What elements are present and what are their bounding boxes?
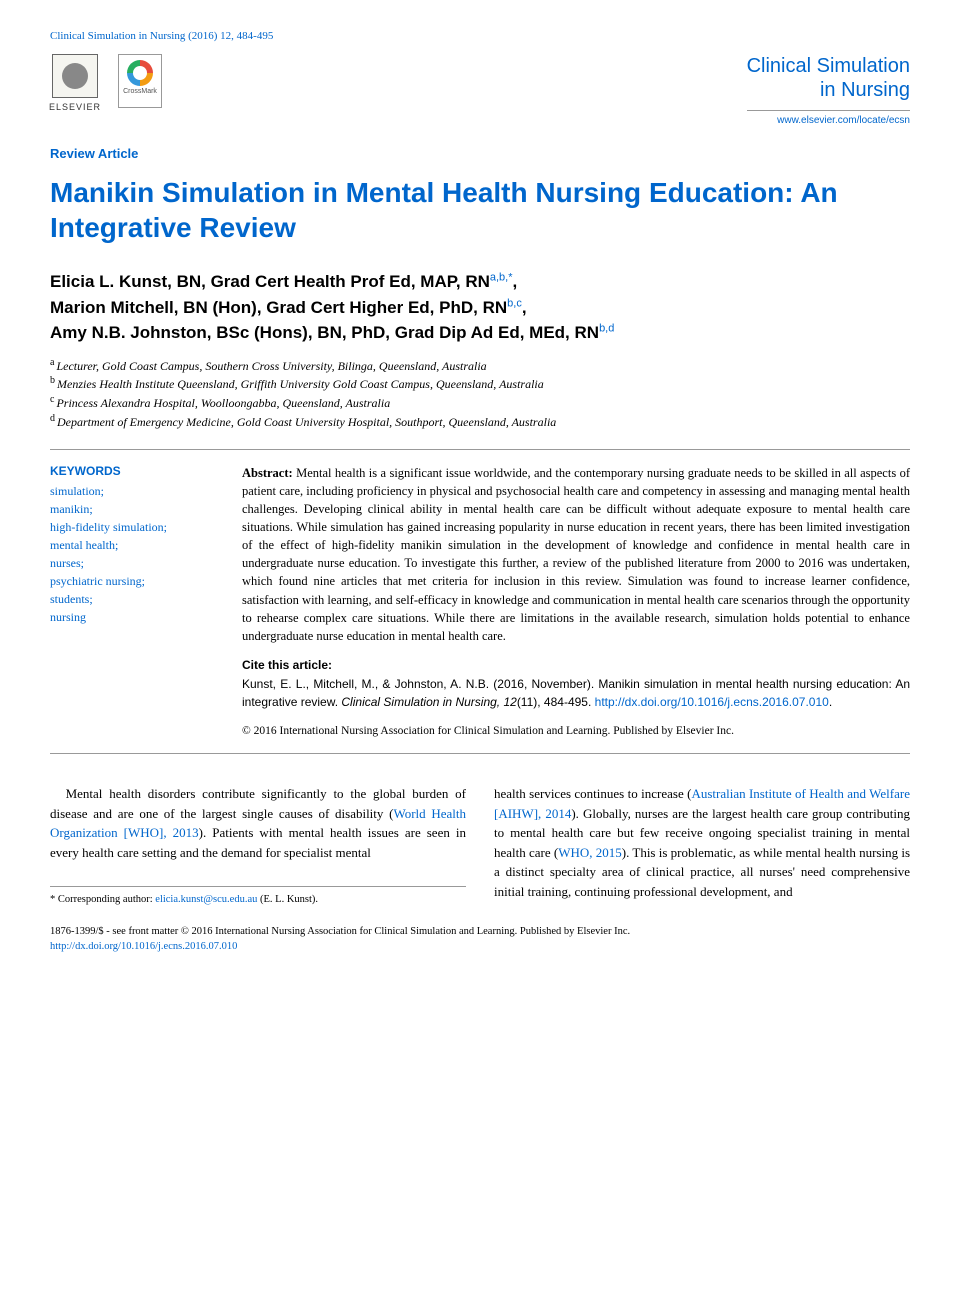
footnote-name: (E. L. Kunst). <box>257 894 318 905</box>
author-3-sup: b,d <box>599 322 614 334</box>
abstract-copyright: © 2016 International Nursing Association… <box>242 723 910 739</box>
article-title: Manikin Simulation in Mental Health Nurs… <box>50 175 910 245</box>
author-1-sup: a,b,* <box>490 271 513 283</box>
keywords-list: simulation; manikin; high-fidelity simul… <box>50 482 220 626</box>
header-row: ELSEVIER CrossMark Clinical Simulation i… <box>50 54 910 126</box>
crossmark-badge[interactable]: CrossMark <box>118 54 162 108</box>
body-col-left: Mental health disorders contribute signi… <box>50 784 466 907</box>
affil-b: bMenzies Health Institute Queensland, Gr… <box>50 374 910 393</box>
cite-issue: (11), 484-495. <box>517 695 595 709</box>
affil-d-text: Department of Emergency Medicine, Gold C… <box>57 415 556 429</box>
footnote-email[interactable]: elicia.kunst@scu.edu.au <box>155 894 257 905</box>
affiliations: aLecturer, Gold Coast Campus, Southern C… <box>50 356 910 431</box>
header-citation: Clinical Simulation in Nursing (2016) 12… <box>50 30 910 42</box>
footer-line1: 1876-1399/$ - see front matter © 2016 In… <box>50 925 910 940</box>
footnote-star: * Corresponding author: <box>50 894 155 905</box>
keywords-box: KEYWORDS simulation; manikin; high-fidel… <box>50 464 220 740</box>
affil-c-text: Princess Alexandra Hospital, Woolloongab… <box>56 396 390 410</box>
header-left: ELSEVIER CrossMark <box>50 54 162 114</box>
cite-heading: Cite this article: <box>242 657 910 674</box>
abstract-label: Abstract: <box>242 466 293 480</box>
corresponding-footnote: * Corresponding author: elicia.kunst@scu… <box>50 886 466 907</box>
affil-a: aLecturer, Gold Coast Campus, Southern C… <box>50 356 910 375</box>
author-1-name: Elicia L. Kunst, BN, Grad Cert Health Pr… <box>50 272 490 291</box>
journal-title-line2: in Nursing <box>820 79 910 101</box>
journal-url[interactable]: www.elsevier.com/locate/ecsn <box>747 115 910 126</box>
journal-title: Clinical Simulation in Nursing <box>747 54 910 111</box>
col2-text-a: health services continues to increase ( <box>494 786 691 801</box>
affil-a-text: Lecturer, Gold Coast Campus, Southern Cr… <box>56 359 486 373</box>
authors-block: Elicia L. Kunst, BN, Grad Cert Health Pr… <box>50 269 910 346</box>
elsevier-label: ELSEVIER <box>49 102 101 112</box>
body-col1-p1: Mental health disorders contribute signi… <box>50 784 466 862</box>
abstract-paragraph: Abstract: Mental health is a significant… <box>242 464 910 645</box>
abstract-row: KEYWORDS simulation; manikin; high-fidel… <box>50 449 910 755</box>
abstract-text: Mental health is a significant issue wor… <box>242 466 910 643</box>
author-3-name: Amy N.B. Johnston, BSc (Hons), BN, PhD, … <box>50 323 599 342</box>
affil-b-text: Menzies Health Institute Queensland, Gri… <box>57 377 544 391</box>
body-columns: Mental health disorders contribute signi… <box>50 784 910 907</box>
crossmark-label: CrossMark <box>123 88 157 95</box>
affil-d: dDepartment of Emergency Medicine, Gold … <box>50 412 910 431</box>
elsevier-tree-icon <box>52 54 98 98</box>
col2-ref2[interactable]: WHO, 2015 <box>558 845 622 860</box>
page-footer: 1876-1399/$ - see front matter © 2016 In… <box>50 925 910 954</box>
affil-c: cPrincess Alexandra Hospital, Woolloonga… <box>50 393 910 412</box>
cite-journal: Clinical Simulation in Nursing, 12 <box>341 695 516 709</box>
body-col2-p1: health services continues to increase (A… <box>494 784 910 901</box>
author-2-sup: b,c <box>507 297 522 309</box>
keywords-heading: KEYWORDS <box>50 464 220 478</box>
article-type: Review Article <box>50 146 910 161</box>
cite-doi-link[interactable]: http://dx.doi.org/10.1016/j.ecns.2016.07… <box>595 695 829 709</box>
body-col-right: health services continues to increase (A… <box>494 784 910 907</box>
cite-body: Kunst, E. L., Mitchell, M., & Johnston, … <box>242 676 910 711</box>
author-2-name: Marion Mitchell, BN (Hon), Grad Cert Hig… <box>50 298 507 317</box>
footer-doi[interactable]: http://dx.doi.org/10.1016/j.ecns.2016.07… <box>50 941 237 952</box>
elsevier-logo[interactable]: ELSEVIER <box>50 54 100 114</box>
crossmark-icon <box>127 60 153 86</box>
cite-suffix: . <box>829 695 832 709</box>
abstract-box: Abstract: Mental health is a significant… <box>242 464 910 740</box>
journal-box: Clinical Simulation in Nursing www.elsev… <box>747 54 910 126</box>
journal-title-line1: Clinical Simulation <box>747 55 910 77</box>
